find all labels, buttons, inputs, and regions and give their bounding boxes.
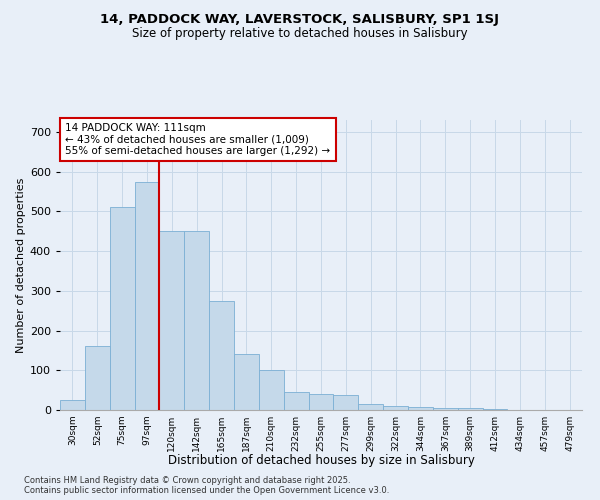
X-axis label: Distribution of detached houses by size in Salisbury: Distribution of detached houses by size … <box>167 454 475 467</box>
Y-axis label: Number of detached properties: Number of detached properties <box>16 178 26 352</box>
Bar <box>358 404 383 410</box>
Text: 14 PADDOCK WAY: 111sqm
← 43% of detached houses are smaller (1,009)
55% of semi-: 14 PADDOCK WAY: 111sqm ← 43% of detached… <box>65 123 331 156</box>
Bar <box>308 394 334 410</box>
Bar <box>383 406 408 410</box>
Bar <box>458 408 482 410</box>
Text: Size of property relative to detached houses in Salisbury: Size of property relative to detached ho… <box>132 28 468 40</box>
Bar <box>85 346 110 410</box>
Text: Contains HM Land Registry data © Crown copyright and database right 2025.
Contai: Contains HM Land Registry data © Crown c… <box>24 476 389 495</box>
Bar <box>433 408 458 410</box>
Bar <box>284 392 308 410</box>
Bar <box>60 400 85 410</box>
Bar <box>110 208 134 410</box>
Bar <box>160 231 184 410</box>
Bar <box>408 407 433 410</box>
Bar <box>234 354 259 410</box>
Bar <box>259 370 284 410</box>
Text: 14, PADDOCK WAY, LAVERSTOCK, SALISBURY, SP1 1SJ: 14, PADDOCK WAY, LAVERSTOCK, SALISBURY, … <box>101 12 499 26</box>
Bar <box>184 231 209 410</box>
Bar <box>482 409 508 410</box>
Bar <box>209 301 234 410</box>
Bar <box>134 182 160 410</box>
Bar <box>334 395 358 410</box>
